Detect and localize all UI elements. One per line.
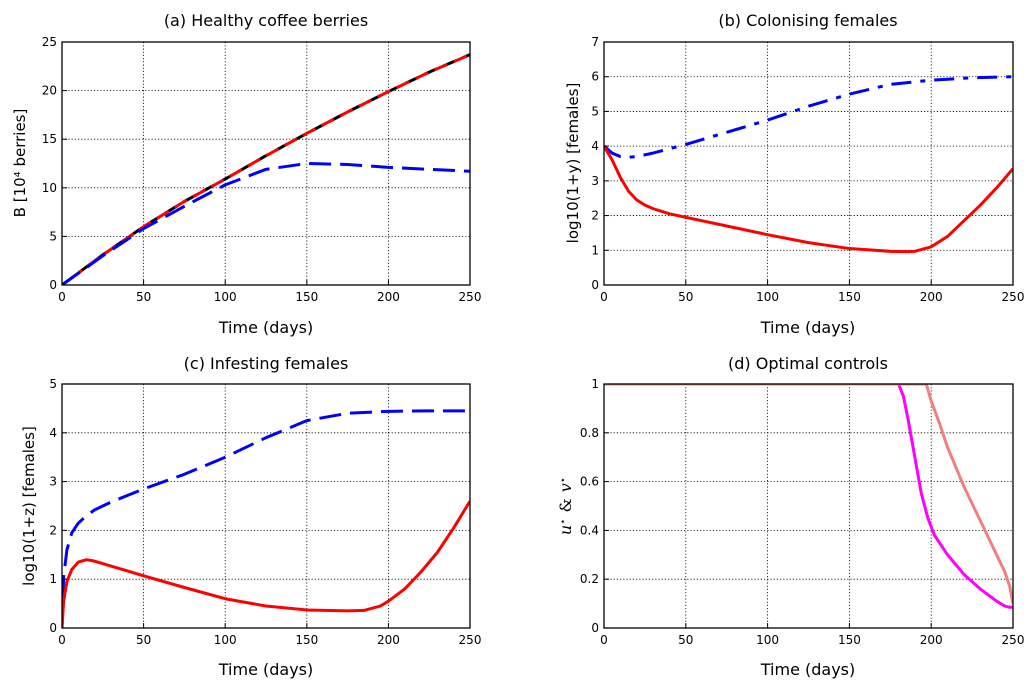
- series-line-0: [604, 384, 1013, 609]
- x-tick-label: 100: [214, 633, 237, 647]
- y-label-v: v: [556, 483, 575, 492]
- y-tick-label: 6: [591, 70, 599, 84]
- y-tick-label: 0.2: [580, 572, 599, 586]
- y-label-ampersand: &: [556, 498, 575, 512]
- y-tick-label: 0: [591, 621, 599, 635]
- y-label-u: u: [556, 525, 575, 535]
- y-tick-label: 3: [591, 174, 599, 188]
- x-tick-label: 100: [756, 290, 779, 304]
- y-tick-label: 0: [591, 278, 599, 292]
- chart-title: (c) Infesting females: [184, 354, 349, 373]
- x-tick-label: 50: [136, 633, 151, 647]
- y-tick-label: 0: [49, 278, 57, 292]
- axes-frame: [603, 383, 1014, 629]
- x-tick-label: 150: [295, 633, 318, 647]
- x-tick-label: 200: [920, 290, 943, 304]
- y-tick-label: 5: [49, 229, 57, 243]
- x-tick-label: 250: [1002, 633, 1025, 647]
- x-axis-label: Time (days): [218, 660, 314, 679]
- x-axis-label: Time (days): [760, 660, 856, 679]
- y-tick-label: 1: [591, 243, 599, 257]
- y-axis-label: B [10⁴ berries]: [11, 109, 29, 218]
- chart-title: (d) Optimal controls: [728, 354, 888, 373]
- x-tick-label: 50: [136, 290, 151, 304]
- x-tick-label: 50: [678, 633, 693, 647]
- x-axis-label: Time (days): [760, 318, 856, 337]
- x-tick-label: 100: [756, 633, 779, 647]
- x-tick-label: 200: [920, 633, 943, 647]
- y-axis-label: log10(1+z) [females]: [20, 426, 38, 586]
- y-tick-label: 2: [49, 523, 57, 537]
- axes-frame: [603, 41, 1014, 286]
- chart-panel-d: (d) Optimal controls Time (days) u⋆&v⋆ 0…: [556, 354, 1024, 679]
- x-tick-label: 150: [838, 633, 861, 647]
- x-tick-label: 200: [377, 633, 400, 647]
- x-tick-label: 250: [459, 633, 482, 647]
- y-tick-label: 1: [591, 377, 599, 391]
- series-line-0: [62, 409, 470, 628]
- x-tick-label: 0: [58, 633, 66, 647]
- x-axis-label: Time (days): [218, 318, 314, 337]
- chart-title: (b) Colonising females: [718, 11, 897, 30]
- series-line-0: [62, 53, 470, 285]
- y-tick-label: 4: [49, 426, 57, 440]
- y-tick-label: 10: [42, 181, 57, 195]
- x-tick-label: 250: [459, 290, 482, 304]
- x-tick-label: 50: [678, 290, 693, 304]
- y-tick-label: 5: [591, 104, 599, 118]
- y-tick-label: 5: [49, 377, 57, 391]
- y-label-star-u: ⋆: [558, 518, 569, 524]
- series-line-2: [62, 162, 470, 285]
- x-tick-label: 150: [838, 290, 861, 304]
- y-axis-label-math: u⋆&v⋆: [556, 477, 575, 535]
- chart-title: (a) Healthy coffee berries: [164, 11, 368, 30]
- series-line-1: [62, 500, 470, 628]
- x-tick-label: 150: [295, 290, 318, 304]
- axes-frame: [61, 41, 471, 286]
- axes-frame: [61, 383, 471, 629]
- x-tick-label: 250: [1002, 290, 1025, 304]
- x-tick-label: 0: [600, 290, 608, 304]
- y-tick-label: 0.6: [580, 475, 599, 489]
- chart-panel-c: (c) Infesting females Time (days) log10(…: [20, 354, 481, 679]
- chart-panel-b: (b) Colonising females Time (days) log10…: [564, 11, 1024, 337]
- y-tick-label: 25: [42, 35, 57, 49]
- y-tick-label: 3: [49, 475, 57, 489]
- y-tick-label: 20: [42, 84, 57, 98]
- y-tick-label: 4: [591, 139, 599, 153]
- x-tick-label: 0: [58, 290, 66, 304]
- x-tick-label: 0: [600, 633, 608, 647]
- y-tick-label: 0: [49, 621, 57, 635]
- series-line-1: [604, 145, 1013, 254]
- x-tick-label: 100: [214, 290, 237, 304]
- series-line-1: [604, 384, 1013, 604]
- y-tick-label: 2: [591, 209, 599, 223]
- y-tick-label: 7: [591, 35, 599, 49]
- y-label-star-v: ⋆: [558, 477, 569, 483]
- y-tick-label: 1: [49, 572, 57, 586]
- y-tick-label: 0.4: [580, 523, 599, 537]
- chart-panel-a: (a) Healthy coffee berries Time (days) B…: [11, 11, 481, 337]
- y-tick-label: 0.8: [580, 426, 599, 440]
- y-tick-label: 15: [42, 132, 57, 146]
- x-tick-label: 200: [377, 290, 400, 304]
- series-line-0: [604, 75, 1013, 159]
- y-axis-label: log10(1+y) [females]: [564, 83, 582, 244]
